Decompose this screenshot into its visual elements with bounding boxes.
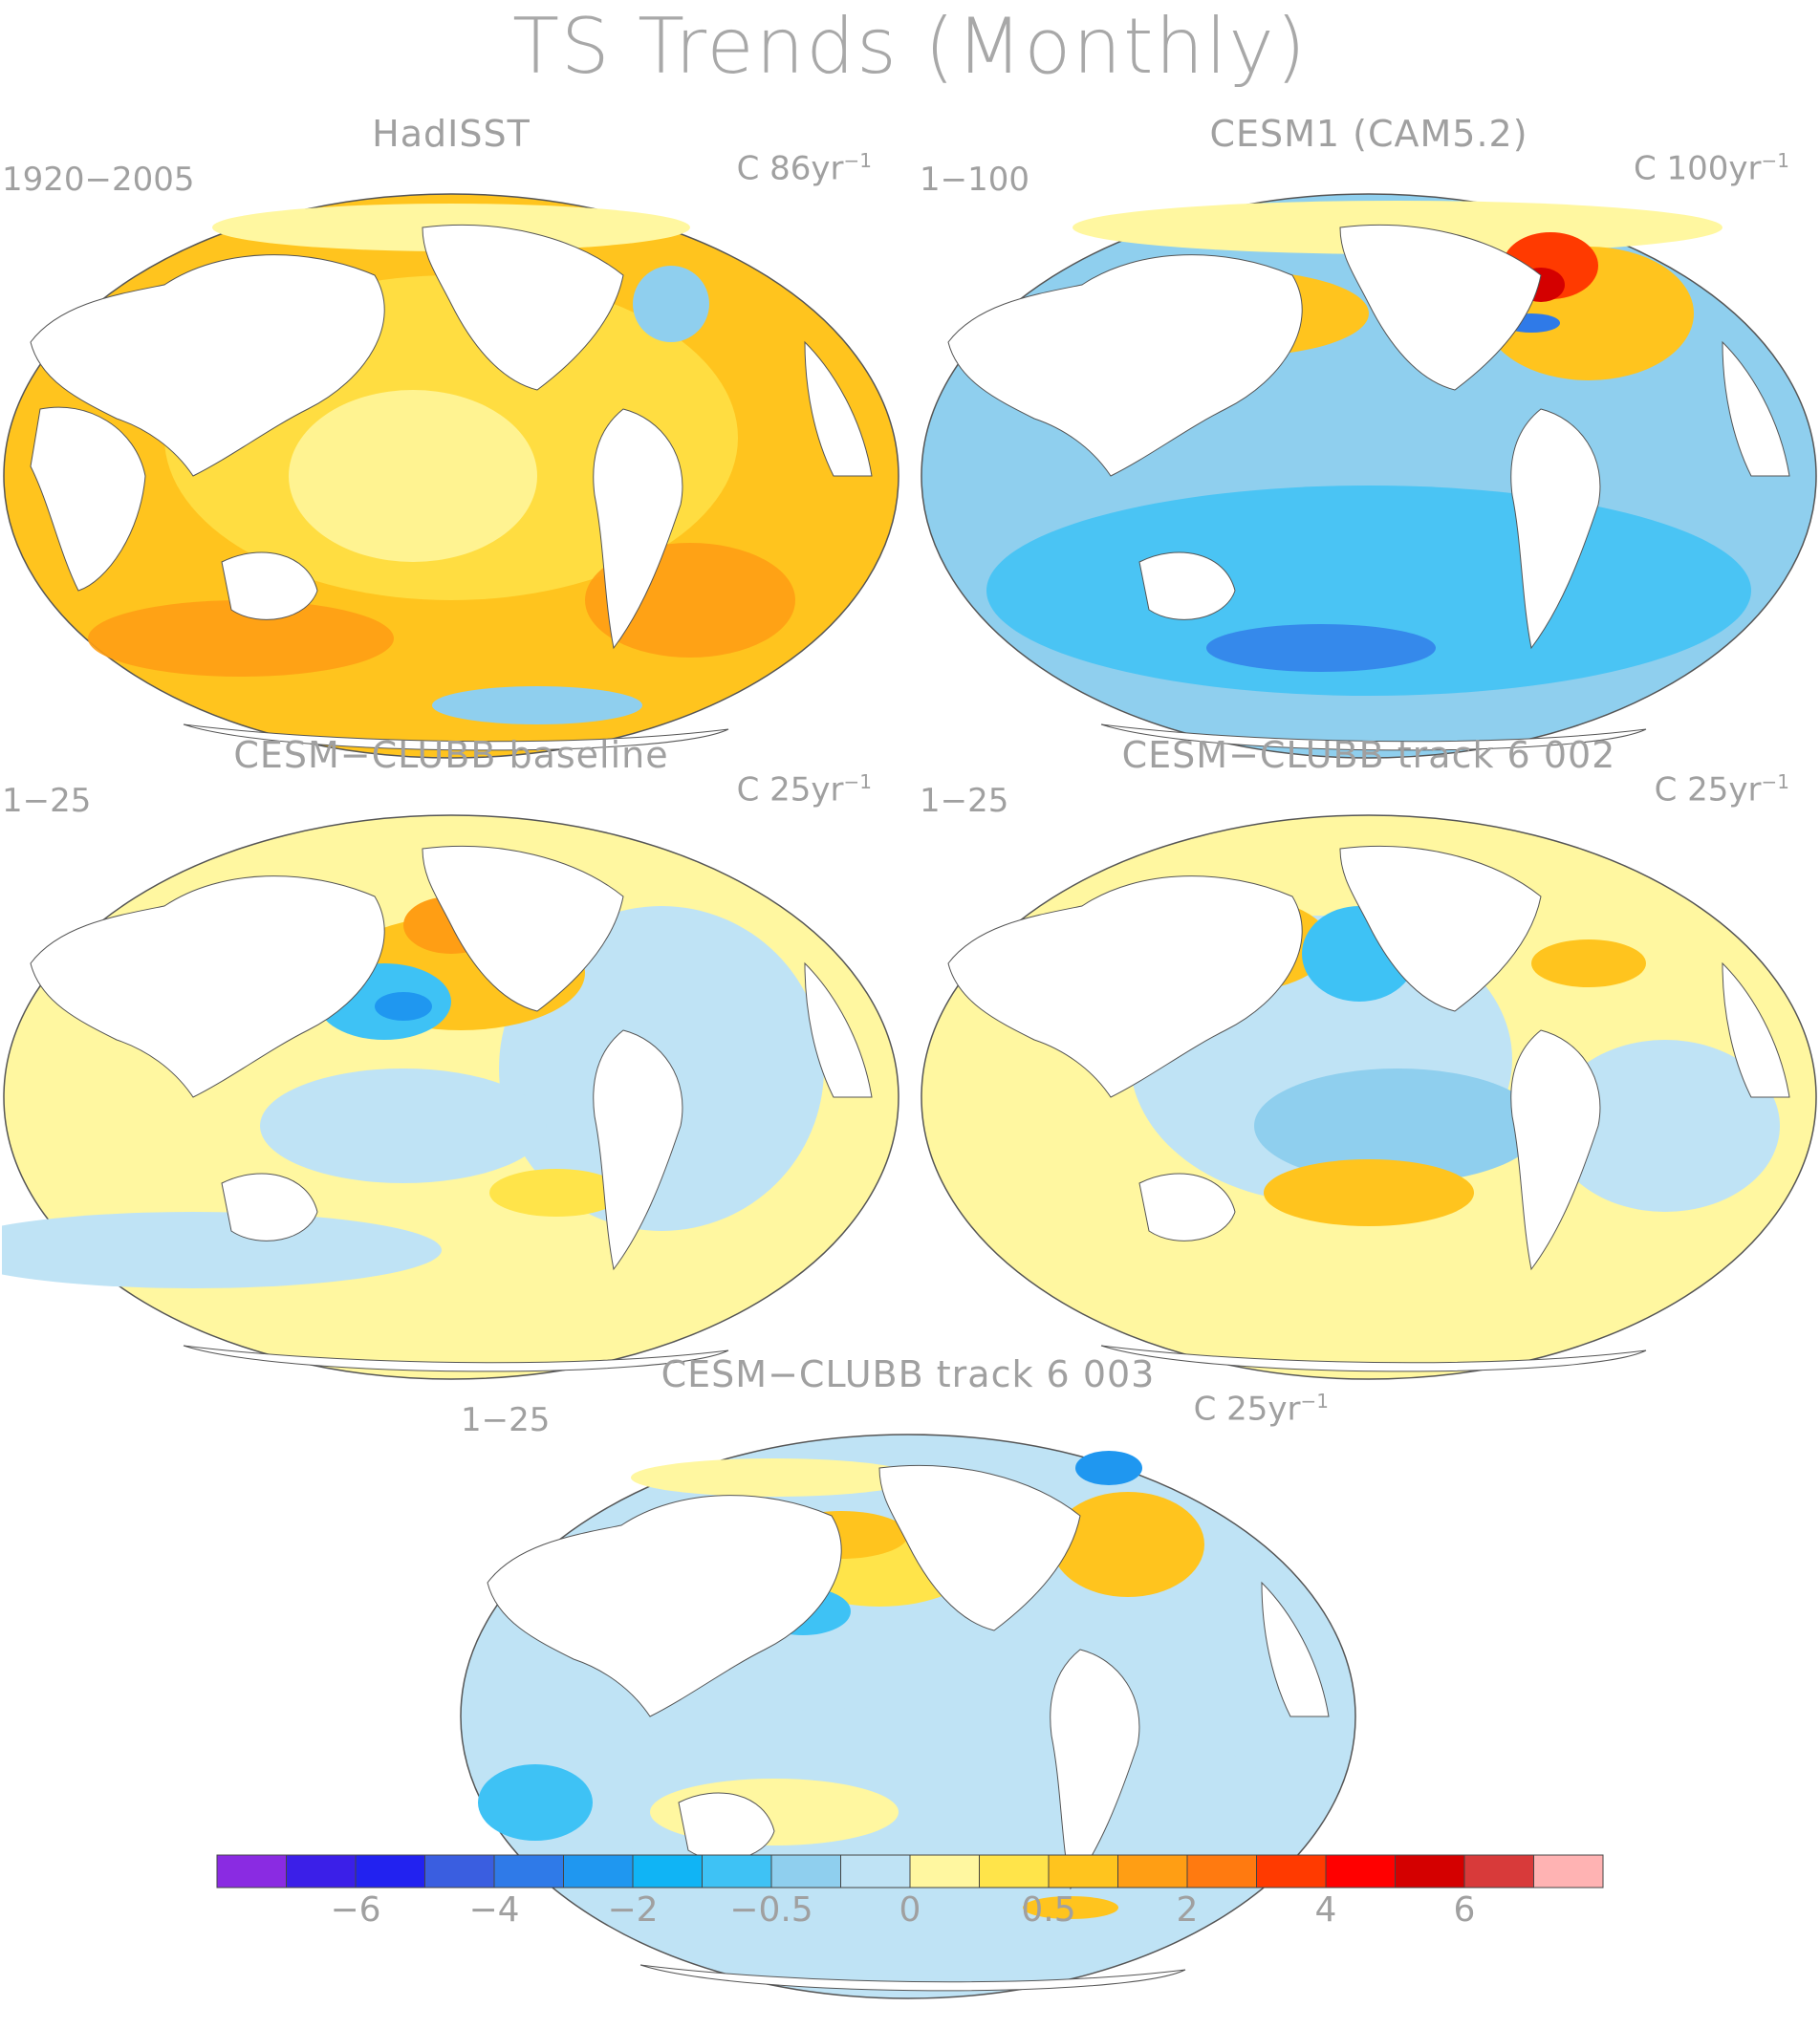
colorbar-swatch [1186, 1854, 1257, 1889]
panel-period: 1−100 [920, 161, 1030, 199]
colorbar-swatch [1325, 1854, 1396, 1889]
colorbar-tick-label: −0.5 [729, 1890, 813, 1930]
panel-title: CESM−CLUBB track 6 002 [1121, 734, 1616, 776]
panel-title: HadISST [372, 113, 531, 155]
colorbar-tick-label: −4 [468, 1890, 520, 1930]
colorbar-swatch [286, 1854, 357, 1889]
robinson-map [921, 193, 1817, 759]
colorbar-swatch [840, 1854, 911, 1889]
colorbar-tick-label: 0 [899, 1890, 921, 1930]
colorbar-swatch [493, 1854, 564, 1889]
colorbar-swatch [355, 1854, 425, 1889]
colorbar [216, 1854, 1604, 1889]
panel-units: C 25yr−1 [736, 770, 872, 809]
colorbar-swatch [1463, 1854, 1534, 1889]
panel-period: 1920−2005 [2, 161, 195, 199]
colorbar-swatch [1533, 1854, 1604, 1889]
panel-units: C 86yr−1 [736, 149, 872, 188]
colorbar-swatch [1048, 1854, 1118, 1889]
colorbar-tick-label: 2 [1176, 1890, 1199, 1930]
colorbar-tick-label: −6 [330, 1890, 381, 1930]
panel-units: C 100yr−1 [1633, 149, 1789, 188]
panel-units: C 25yr−1 [1193, 1390, 1329, 1429]
colorbar-swatch [1117, 1854, 1188, 1889]
colorbar-tick-label: 6 [1453, 1890, 1476, 1930]
robinson-map [2, 814, 899, 1380]
colorbar-tick-label: −2 [607, 1890, 659, 1930]
colorbar-swatch [909, 1854, 980, 1889]
colorbar-tick-label: 4 [1314, 1890, 1337, 1930]
map-panel-baseline: CESM−CLUBB baseline 1−25 C 25yr−1 [2, 734, 900, 1393]
colorbar-swatch [1395, 1854, 1465, 1889]
panel-title: CESM1 (CAM5.2) [1209, 113, 1528, 155]
colorbar-swatch [216, 1854, 287, 1889]
map-panel-track002: CESM−CLUBB track 6 002 1−25 C 25yr−1 [920, 734, 1818, 1393]
colorbar-swatch [979, 1854, 1050, 1889]
colorbar-swatch [1256, 1854, 1327, 1889]
figure-title: TS Trends (Monthly) [512, 2, 1308, 91]
robinson-map [921, 814, 1817, 1380]
panel-period: 1−25 [920, 782, 1009, 820]
panel-title: CESM−CLUBB baseline [233, 734, 669, 776]
colorbar-swatch [424, 1854, 495, 1889]
map-panel-hadisst: HadISST 1920−2005 C 86yr−1 [2, 113, 900, 772]
panel-units: C 25yr−1 [1654, 770, 1789, 809]
panel-title: CESM−CLUBB track 6 003 [661, 1353, 1156, 1395]
colorbar-tick-label: 0.5 [1021, 1890, 1076, 1930]
colorbar-swatch [702, 1854, 772, 1889]
colorbar-swatch [632, 1854, 703, 1889]
panel-period: 1−25 [461, 1401, 551, 1439]
map-panel-cesm1: CESM1 (CAM5.2) 1−100 C 100yr−1 [920, 113, 1818, 772]
colorbar-swatch [563, 1854, 634, 1889]
robinson-map [3, 193, 899, 759]
colorbar-swatch [770, 1854, 841, 1889]
colorbar-labels: −6 −4 −2 −0.5 0 0.5 2 4 6 [216, 1890, 1602, 1938]
panel-period: 1−25 [2, 782, 92, 820]
